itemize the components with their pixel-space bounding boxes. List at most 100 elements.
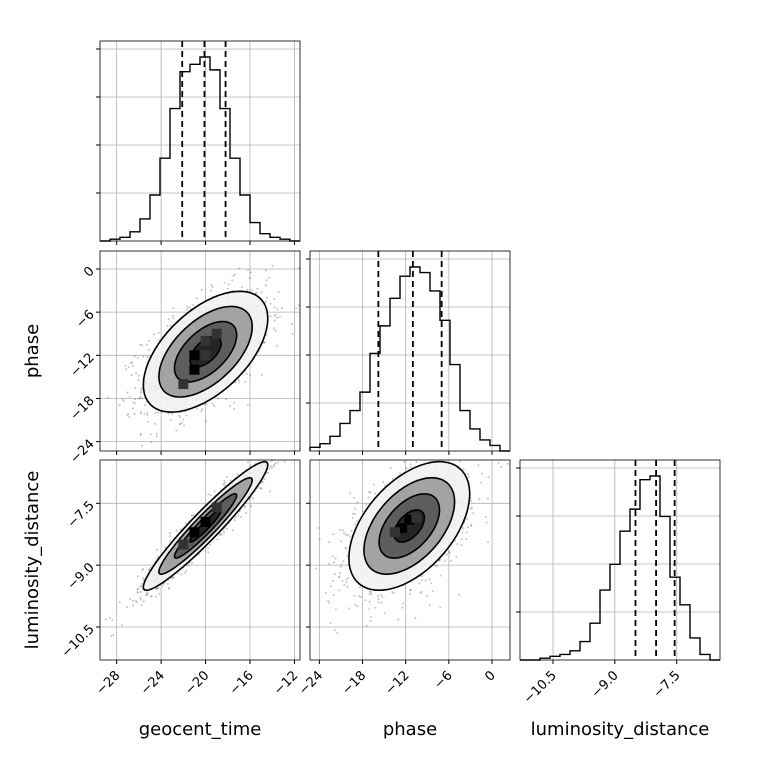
- sample-point: [130, 374, 133, 377]
- sample-point: [278, 447, 280, 449]
- sample-point: [141, 569, 144, 572]
- sample-point: [124, 364, 127, 367]
- density-cell: [189, 527, 200, 538]
- sample-point: [128, 395, 131, 398]
- sample-point: [298, 267, 300, 270]
- sample-point: [166, 325, 169, 328]
- sample-point: [346, 534, 349, 537]
- sample-point: [264, 269, 267, 272]
- sample-point: [324, 592, 327, 595]
- sample-point: [333, 573, 336, 576]
- sample-point: [391, 478, 394, 481]
- sample-point: [466, 472, 469, 475]
- sample-point: [382, 480, 385, 483]
- sample-point: [278, 457, 280, 459]
- sample-point: [149, 595, 152, 598]
- sample-point: [237, 379, 240, 382]
- sample-point: [146, 591, 149, 594]
- sample-point: [478, 498, 481, 501]
- sample-point: [463, 417, 465, 419]
- sample-point: [269, 315, 272, 318]
- sample-point: [251, 289, 254, 292]
- sample-point: [139, 590, 142, 593]
- sample-point: [274, 329, 277, 332]
- sample-point: [266, 446, 268, 448]
- sample-point: [145, 343, 148, 346]
- sample-point: [345, 578, 348, 581]
- sample-point: [178, 414, 181, 417]
- sample-point: [470, 500, 473, 503]
- x-tick-label: −7.5: [651, 668, 684, 701]
- sample-point: [280, 439, 282, 441]
- sample-point: [334, 557, 337, 560]
- panel-grid: [116, 41, 295, 245]
- sample-point: [256, 457, 258, 459]
- sample-point: [465, 517, 468, 520]
- sample-point: [147, 420, 150, 423]
- sample-point: [365, 624, 368, 627]
- sample-point: [223, 479, 226, 482]
- sample-point: [121, 398, 124, 401]
- sample-point: [450, 560, 453, 563]
- sample-point: [472, 447, 474, 449]
- sample-point: [185, 414, 188, 417]
- sample-point: [419, 445, 421, 447]
- sample-point: [139, 397, 142, 400]
- sample-point: [367, 496, 370, 499]
- sample-point: [131, 407, 134, 410]
- sample-point: [421, 579, 424, 582]
- sample-point: [460, 538, 463, 541]
- sample-point: [155, 588, 158, 591]
- sample-point: [256, 237, 258, 239]
- sample-point: [195, 407, 198, 410]
- sample-point: [462, 468, 465, 471]
- y-axis-label: phase: [22, 324, 43, 378]
- sample-point: [231, 529, 234, 532]
- sample-point: [154, 411, 157, 414]
- sample-point: [409, 588, 412, 591]
- sample-point: [401, 606, 404, 609]
- sample-point: [472, 512, 475, 515]
- sample-point: [258, 486, 261, 489]
- sample-point: [462, 527, 465, 530]
- sample-point: [236, 473, 239, 476]
- sample-point: [133, 355, 136, 358]
- sample-point: [155, 435, 158, 438]
- sample-point: [225, 527, 228, 530]
- sample-point: [169, 532, 172, 535]
- sample-point: [267, 452, 269, 454]
- sample-point: [200, 288, 203, 291]
- sample-point: [140, 584, 143, 587]
- sample-point: [133, 402, 136, 405]
- sample-point: [216, 538, 219, 541]
- sample-point: [365, 503, 368, 506]
- sample-point: [364, 599, 367, 602]
- sample-point: [328, 601, 331, 604]
- sample-point: [484, 515, 487, 518]
- sample-point: [135, 372, 138, 375]
- x-tick-label: −12: [271, 668, 301, 698]
- sample-point: [244, 511, 247, 514]
- sample-point: [155, 432, 158, 435]
- sample-point: [108, 617, 111, 620]
- sample-point: [414, 617, 417, 620]
- sample-point: [420, 590, 423, 593]
- sample-point: [286, 442, 288, 444]
- sample-point: [155, 548, 158, 551]
- sample-point: [349, 535, 352, 538]
- sample-point: [506, 462, 509, 465]
- sample-point: [328, 563, 331, 566]
- sample-point: [329, 585, 332, 588]
- sample-point: [209, 543, 212, 546]
- sample-point: [264, 456, 266, 458]
- sample-point: [354, 513, 357, 516]
- x-tick-label: −28: [93, 668, 123, 698]
- density-cell: [411, 512, 422, 523]
- sample-point: [284, 447, 286, 449]
- sample-point: [185, 308, 188, 311]
- density-cell: [178, 379, 189, 390]
- sample-point: [272, 465, 275, 468]
- sample-point: [431, 589, 434, 592]
- histogram-panel-geocent_time: [99, 40, 301, 242]
- sample-point: [344, 546, 347, 549]
